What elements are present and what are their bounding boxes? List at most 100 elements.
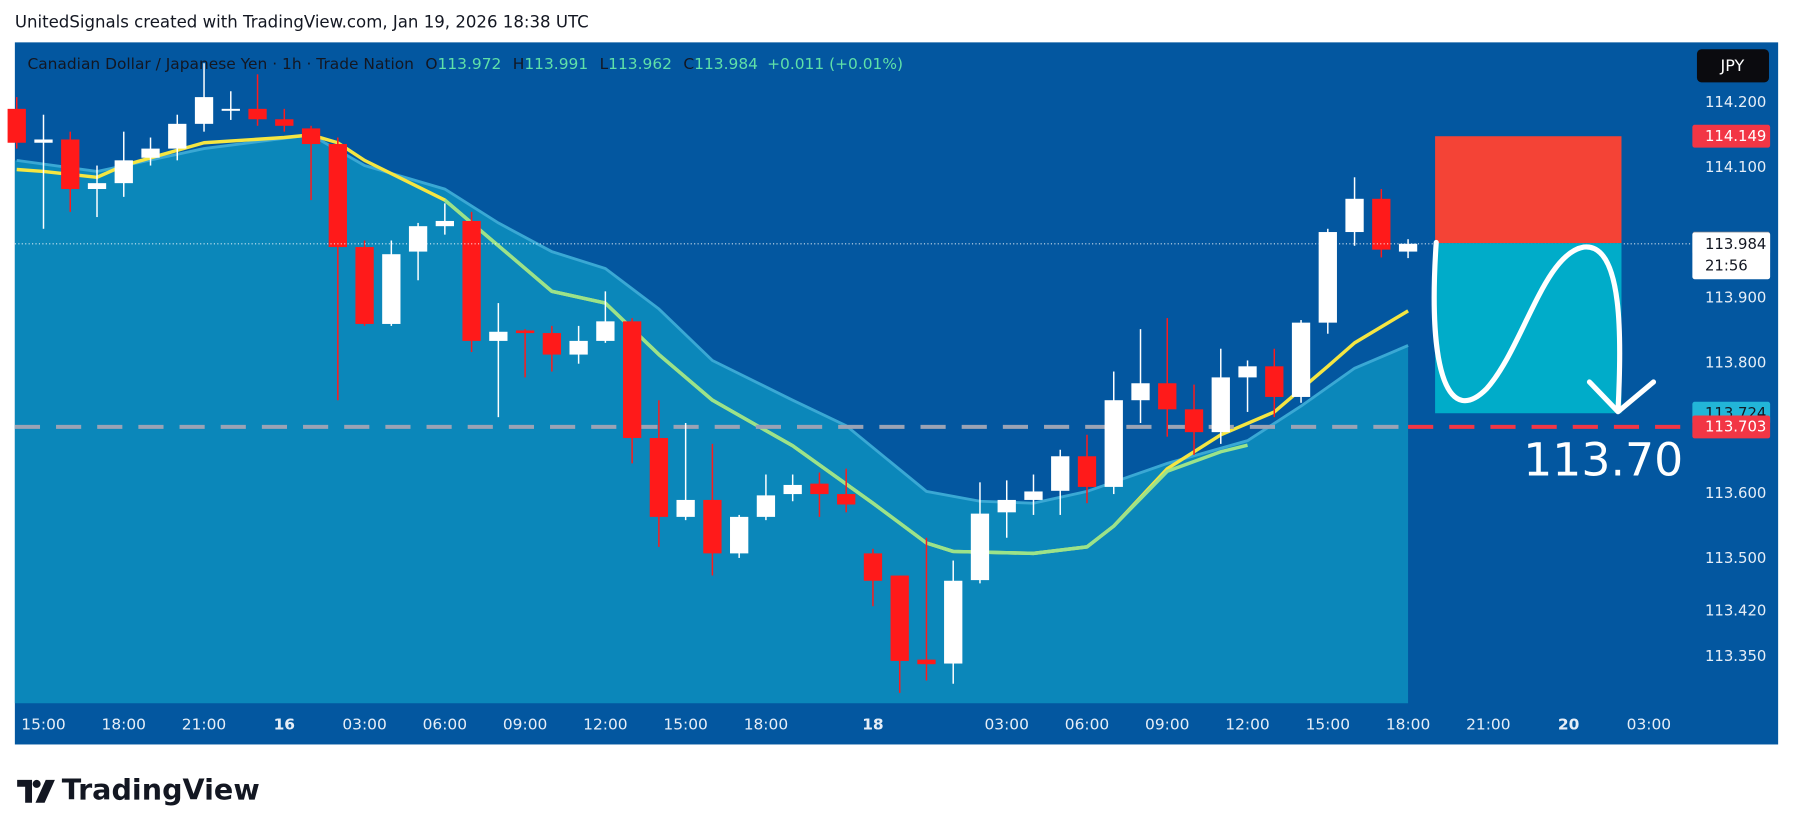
candle-body [1265,366,1284,397]
moving-average [443,198,1248,556]
candle-body [168,123,187,149]
candle-body [917,659,936,665]
candle-body [248,108,267,120]
x-tick-label: 20 [1558,716,1579,734]
candle-body [355,247,374,324]
candle-body [1051,456,1070,491]
ohlc-letter: O [425,55,437,73]
candle-body [1345,198,1364,233]
y-tick-label: 114.100 [1705,158,1766,176]
candle-body [1024,491,1043,500]
candle-body [61,139,80,190]
candle-body [515,330,535,334]
price-label: 113.984 [1705,235,1766,253]
candle-body [87,183,107,190]
currency-box[interactable] [1696,49,1769,83]
y-tick-label: 113.600 [1705,484,1766,502]
candle-body [837,494,856,505]
candle-body [622,321,642,439]
brand: TradingView [62,772,260,806]
candle-body [997,499,1016,513]
y-tick-label: 113.800 [1705,354,1766,372]
candle-body [810,483,829,495]
x-tick-label: 12:00 [1225,716,1269,734]
x-tick-label: 18:00 [1386,716,1430,734]
x-tick-label: 12:00 [583,716,627,734]
candle-body [194,97,214,124]
stop-zone [1435,136,1622,244]
x-tick-label: 18 [862,716,883,734]
price-box [1692,232,1771,280]
candle-body [34,139,53,143]
x-tick-label: 16 [274,716,295,734]
candle-body [1104,400,1123,487]
x-tick-label: 18:00 [744,716,788,734]
x-tick-label: 06:00 [1065,716,1109,734]
drawn-arrow [1431,239,1623,412]
candle-body [328,144,347,248]
x-tick-label: 21:00 [1466,716,1510,734]
candle-body [301,128,321,145]
candle-body [275,119,294,126]
arrow-head [1586,379,1657,415]
high-value: 113.991 [524,55,588,73]
ohlc-letter: H [513,55,525,73]
candle-body [970,513,990,581]
candle-body [542,333,562,355]
candle-body [1158,383,1177,410]
candle-body [1184,409,1204,433]
x-tick-label: 21:00 [182,716,226,734]
candle-body [114,160,133,184]
x-tick-label: 15:00 [1306,716,1350,734]
ohlc-letter: L [600,55,609,73]
candle-body [676,499,695,517]
close-value: 113.984 [694,55,758,73]
candle-body [863,553,883,581]
candle-body [1372,198,1391,250]
open-value: 113.972 [438,55,502,73]
y-tick-label: 113.420 [1705,601,1766,619]
x-tick-label: 09:00 [503,716,547,734]
candle-body [7,108,26,143]
x-tick-label: 03:00 [342,716,386,734]
low-value: 113.962 [608,55,672,73]
candle-body [1077,456,1097,487]
candle-body [1131,383,1150,401]
candle-body [1238,366,1257,378]
x-tick-label: 15:00 [663,716,707,734]
candle-body [221,108,240,111]
y-tick-label: 113.900 [1705,289,1766,307]
change: +0.011 (+0.01%) [767,55,903,73]
candle-body [1318,232,1337,323]
candle-body [703,499,722,554]
y-tick-label: 113.350 [1705,647,1766,665]
x-tick-label: 03:00 [1627,716,1671,734]
stop-label: 114.149 [1705,127,1766,145]
candle-body [756,495,776,517]
candle-body [944,580,963,664]
ohlc-letter: C [683,55,694,73]
candle-body [730,516,749,554]
target-annotation: 113.70 [1523,434,1683,487]
y-tick-label: 113.500 [1705,549,1766,567]
candle-body [1211,377,1230,433]
candle-body [890,575,909,661]
candle-body [489,331,508,341]
candle-body [435,220,454,227]
level-label: 113.703 [1705,418,1766,436]
legend: Canadian Dollar / Japanese Yen · 1h · Tr… [27,55,903,73]
currency[interactable]: JPY [1719,56,1744,75]
attribution: UnitedSignals created with TradingView.c… [15,12,589,31]
x-tick-label: 06:00 [423,716,467,734]
plot-area: 113.70 114.200 114.100 113.900 113.800 113.60… [7,63,1771,734]
candle-body [1291,322,1311,397]
candle-body [408,226,428,252]
candle-body [1398,243,1418,252]
candle-body [596,321,615,341]
stop-label-box [1692,124,1771,148]
candle-body [462,220,481,341]
x-tick-label: 18:00 [102,716,146,734]
candle-body [141,148,160,158]
brand-logo: TradingView [17,772,260,806]
